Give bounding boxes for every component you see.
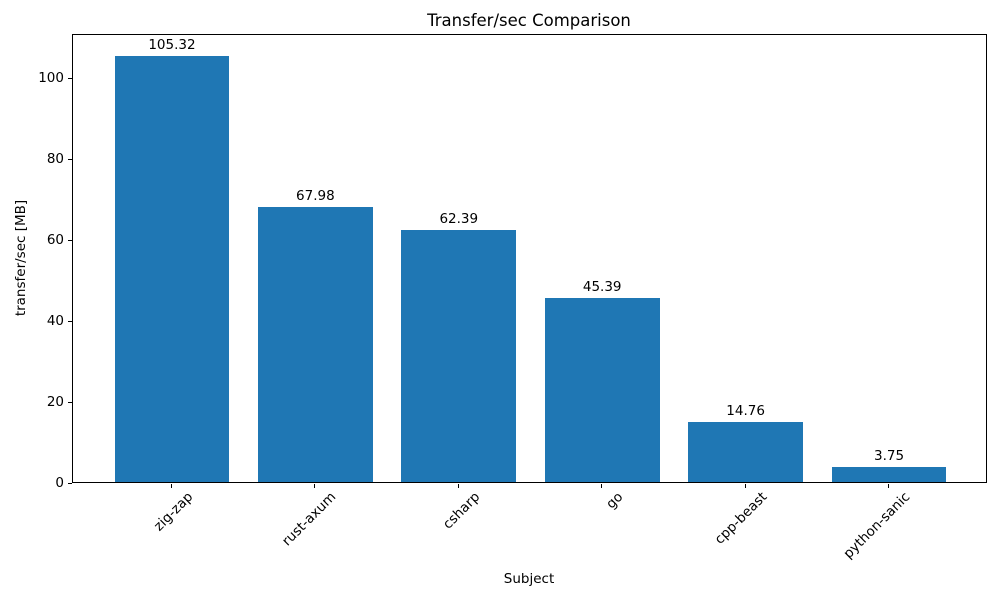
bar-csharp — [401, 229, 517, 482]
y-tick-label: 40 — [46, 313, 64, 330]
y-tick-label: 60 — [46, 232, 64, 249]
x-tick-label: python-sanic — [840, 489, 914, 562]
x-tick-label: cpp-beast — [711, 489, 770, 548]
y-tick-mark — [68, 158, 72, 160]
bar-value-label: 105.32 — [148, 36, 196, 53]
bar-value-label: 45.39 — [582, 279, 622, 296]
x-tick-label: zig-zap — [150, 489, 197, 535]
x-tick-mark — [888, 484, 890, 488]
x-axis-label: Subject — [503, 571, 555, 587]
x-tick-label: rust-axum — [279, 489, 340, 550]
y-tick-label: 20 — [46, 394, 64, 411]
x-tick-mark — [457, 484, 459, 488]
chart-title: Transfer/sec Comparison — [427, 11, 631, 30]
bar-rust-axum — [258, 207, 373, 482]
plot-area: 105.32 67.98 62.39 45.39 14.76 3.75 — [72, 34, 987, 483]
bar-value-label: 67.98 — [296, 188, 335, 205]
bar-zig-zap — [114, 55, 230, 482]
x-tick-label: csharp — [439, 489, 484, 533]
bar-value-label: 62.39 — [439, 210, 479, 227]
y-tick-label: 0 — [55, 475, 64, 491]
y-tick-label: 80 — [46, 151, 64, 168]
bar-value-label: 14.76 — [726, 403, 765, 420]
y-axis-label: transfer/sec [MB] — [13, 199, 29, 317]
y-tick-label: 100 — [38, 70, 64, 87]
bar-python-sanic — [831, 466, 947, 482]
x-tick-mark — [744, 484, 746, 488]
x-tick-mark — [314, 484, 316, 488]
x-tick-mark — [170, 484, 172, 488]
y-tick-mark — [68, 77, 72, 79]
y-tick-mark — [68, 401, 72, 403]
bar-value-label: 3.75 — [874, 447, 905, 464]
x-tick-mark — [601, 484, 603, 488]
y-tick-mark — [68, 320, 72, 322]
y-tick-mark — [68, 239, 72, 241]
y-tick-mark — [68, 482, 72, 484]
bar-cpp-beast — [688, 422, 803, 482]
bar-go — [544, 298, 660, 482]
